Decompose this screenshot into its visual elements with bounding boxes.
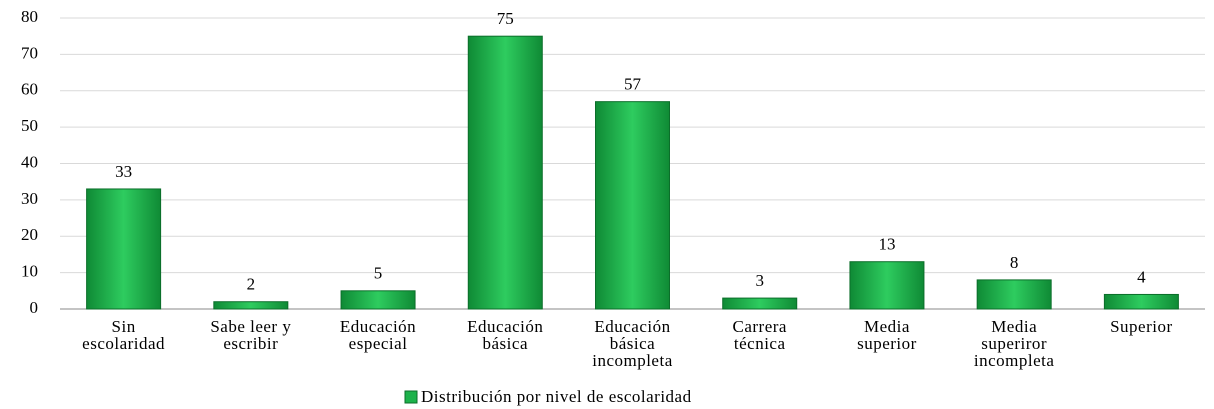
x-tick-label: Media superiror incompleta — [973, 317, 1055, 370]
x-tick-label: Sin escolaridad — [82, 317, 166, 353]
data-label: 2 — [247, 275, 256, 294]
data-label: 3 — [755, 271, 764, 290]
legend-label: Distribución por nivel de escolaridad — [421, 387, 692, 406]
y-tick-label: 30 — [21, 189, 38, 208]
x-tick-label: Educación especial — [339, 317, 417, 353]
y-tick-label: 70 — [21, 43, 38, 62]
bar — [86, 188, 162, 310]
data-label: 57 — [624, 75, 642, 94]
x-tick-label: Media superior — [857, 317, 917, 353]
y-tick-label: 80 — [21, 7, 38, 26]
y-tick-label: 40 — [21, 152, 38, 171]
x-tick-label: Sabe leer y escribir — [210, 317, 292, 353]
data-label: 8 — [1010, 253, 1019, 272]
data-label: 75 — [497, 9, 514, 28]
bar — [1103, 293, 1179, 310]
legend-swatch — [404, 390, 418, 404]
data-label: 33 — [115, 162, 132, 181]
y-tick-label: 0 — [30, 298, 39, 317]
y-tick-label: 10 — [21, 262, 38, 281]
y-tick-label: 60 — [21, 80, 38, 99]
bar — [467, 35, 543, 310]
y-tick-label: 50 — [21, 116, 38, 135]
bar — [849, 261, 925, 310]
data-label: 5 — [374, 264, 383, 283]
x-tick-label: Educación básica — [467, 317, 544, 353]
data-label: 4 — [1137, 267, 1146, 286]
x-tick-label: Superior — [1110, 317, 1173, 336]
bar — [213, 301, 289, 310]
bar — [595, 101, 670, 310]
data-label: 13 — [878, 235, 895, 254]
bar — [340, 290, 416, 310]
bar — [976, 279, 1052, 310]
y-tick-label: 20 — [21, 225, 38, 244]
bar — [722, 297, 798, 310]
x-tick-label: Carrera técnica — [732, 317, 787, 353]
x-tick-label: Educación básica incompleta — [592, 317, 673, 370]
